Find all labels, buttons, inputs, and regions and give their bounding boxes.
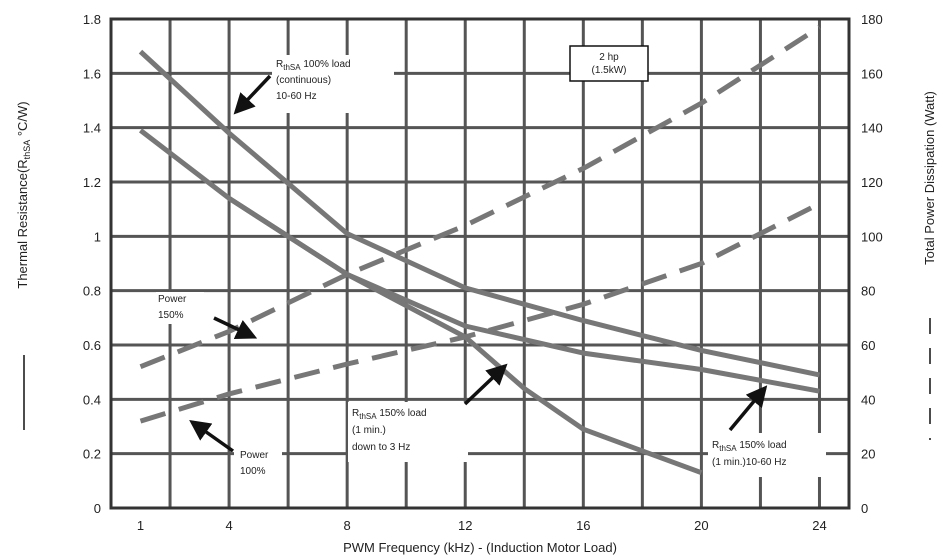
y-left-tick-label: 1.2 [83, 175, 101, 190]
y-right-axis-title: Total Power Dissipation (Watt) [922, 91, 937, 265]
x-tick-label: 1 [137, 518, 144, 533]
power-100-label: Power 100% [240, 450, 269, 477]
y-right-tick-label: 120 [861, 175, 883, 190]
y-left-tick-label: 0.4 [83, 392, 101, 407]
anno-bg [234, 448, 282, 478]
y-left-tick-label: 0.6 [83, 338, 101, 353]
rthsa-150a-label: RthSA 150% load (1 min.) down to 3 Hz [352, 408, 427, 453]
y-left-tick-label: 1.8 [83, 12, 101, 27]
y-right-tick-label: 40 [861, 392, 875, 407]
x-tick-label: 12 [458, 518, 472, 533]
x-tick-label: 20 [694, 518, 708, 533]
y-right-tick-label: 180 [861, 12, 883, 27]
anno-bg [348, 402, 468, 462]
series-lines [138, 25, 821, 476]
y-right-tick-label: 20 [861, 447, 875, 462]
x-tick-label: 24 [812, 518, 826, 533]
y-right-tick-label: 0 [861, 501, 868, 516]
y-left-tick-label: 0.2 [83, 447, 101, 462]
y-right-tick-label: 60 [861, 338, 875, 353]
hp-box-label: 2 hp (1.5kW) [592, 52, 627, 76]
x-tick-label: 4 [225, 518, 232, 533]
rthsa-150b-label: RthSA 150% load (1 min.)10-60 Hz [712, 440, 787, 468]
series-line-1 [138, 49, 821, 378]
y-right-tick-label: 140 [861, 121, 883, 136]
anno-bg [708, 433, 826, 477]
x-tick-label: 8 [344, 518, 351, 533]
rthsa-100-label: RthSA 100% load (continuous) 10-60 Hz [276, 59, 351, 102]
y-right-tick-label: 160 [861, 66, 883, 81]
y-left-tick-label: 1 [94, 229, 101, 244]
power-150-arrow [213, 316, 258, 339]
anno-bg [272, 55, 394, 113]
series-line-5 [139, 201, 821, 424]
series-line-3 [227, 196, 703, 476]
anno-bg [156, 292, 204, 324]
series-line-4 [139, 25, 821, 370]
x-axis-title: PWM Frequency (kHz) - (Induction Motor L… [343, 540, 617, 555]
y-left-tick-label: 0.8 [83, 284, 101, 299]
power-150-label: Power 150% [158, 294, 187, 321]
grid [109, 17, 851, 510]
y-left-axis-title: Thermal Resistance(RthSA °C/W) [15, 101, 32, 288]
plot-frame [109, 17, 851, 510]
x-tick-label: 16 [576, 518, 590, 533]
annotations: 2 hp (1.5kW) RthSA 100% load (continuous) 10… [156, 45, 826, 478]
y-left-tick-label: 0 [94, 501, 101, 516]
power-100-arrow [189, 419, 235, 453]
hp-box [569, 45, 649, 82]
rthsa-150b-arrow [728, 385, 768, 432]
y-left-tick-label: 1.4 [83, 121, 101, 136]
y-right-tick-label: 100 [861, 229, 883, 244]
rthsa-100-arrow [233, 74, 272, 115]
y-left-tick-label: 1.6 [83, 66, 101, 81]
axis-titles: PWM Frequency (kHz) - (Induction Motor L… [15, 91, 937, 555]
rthsa-150a-arrow [463, 363, 508, 406]
y-right-tick-label: 80 [861, 284, 875, 299]
